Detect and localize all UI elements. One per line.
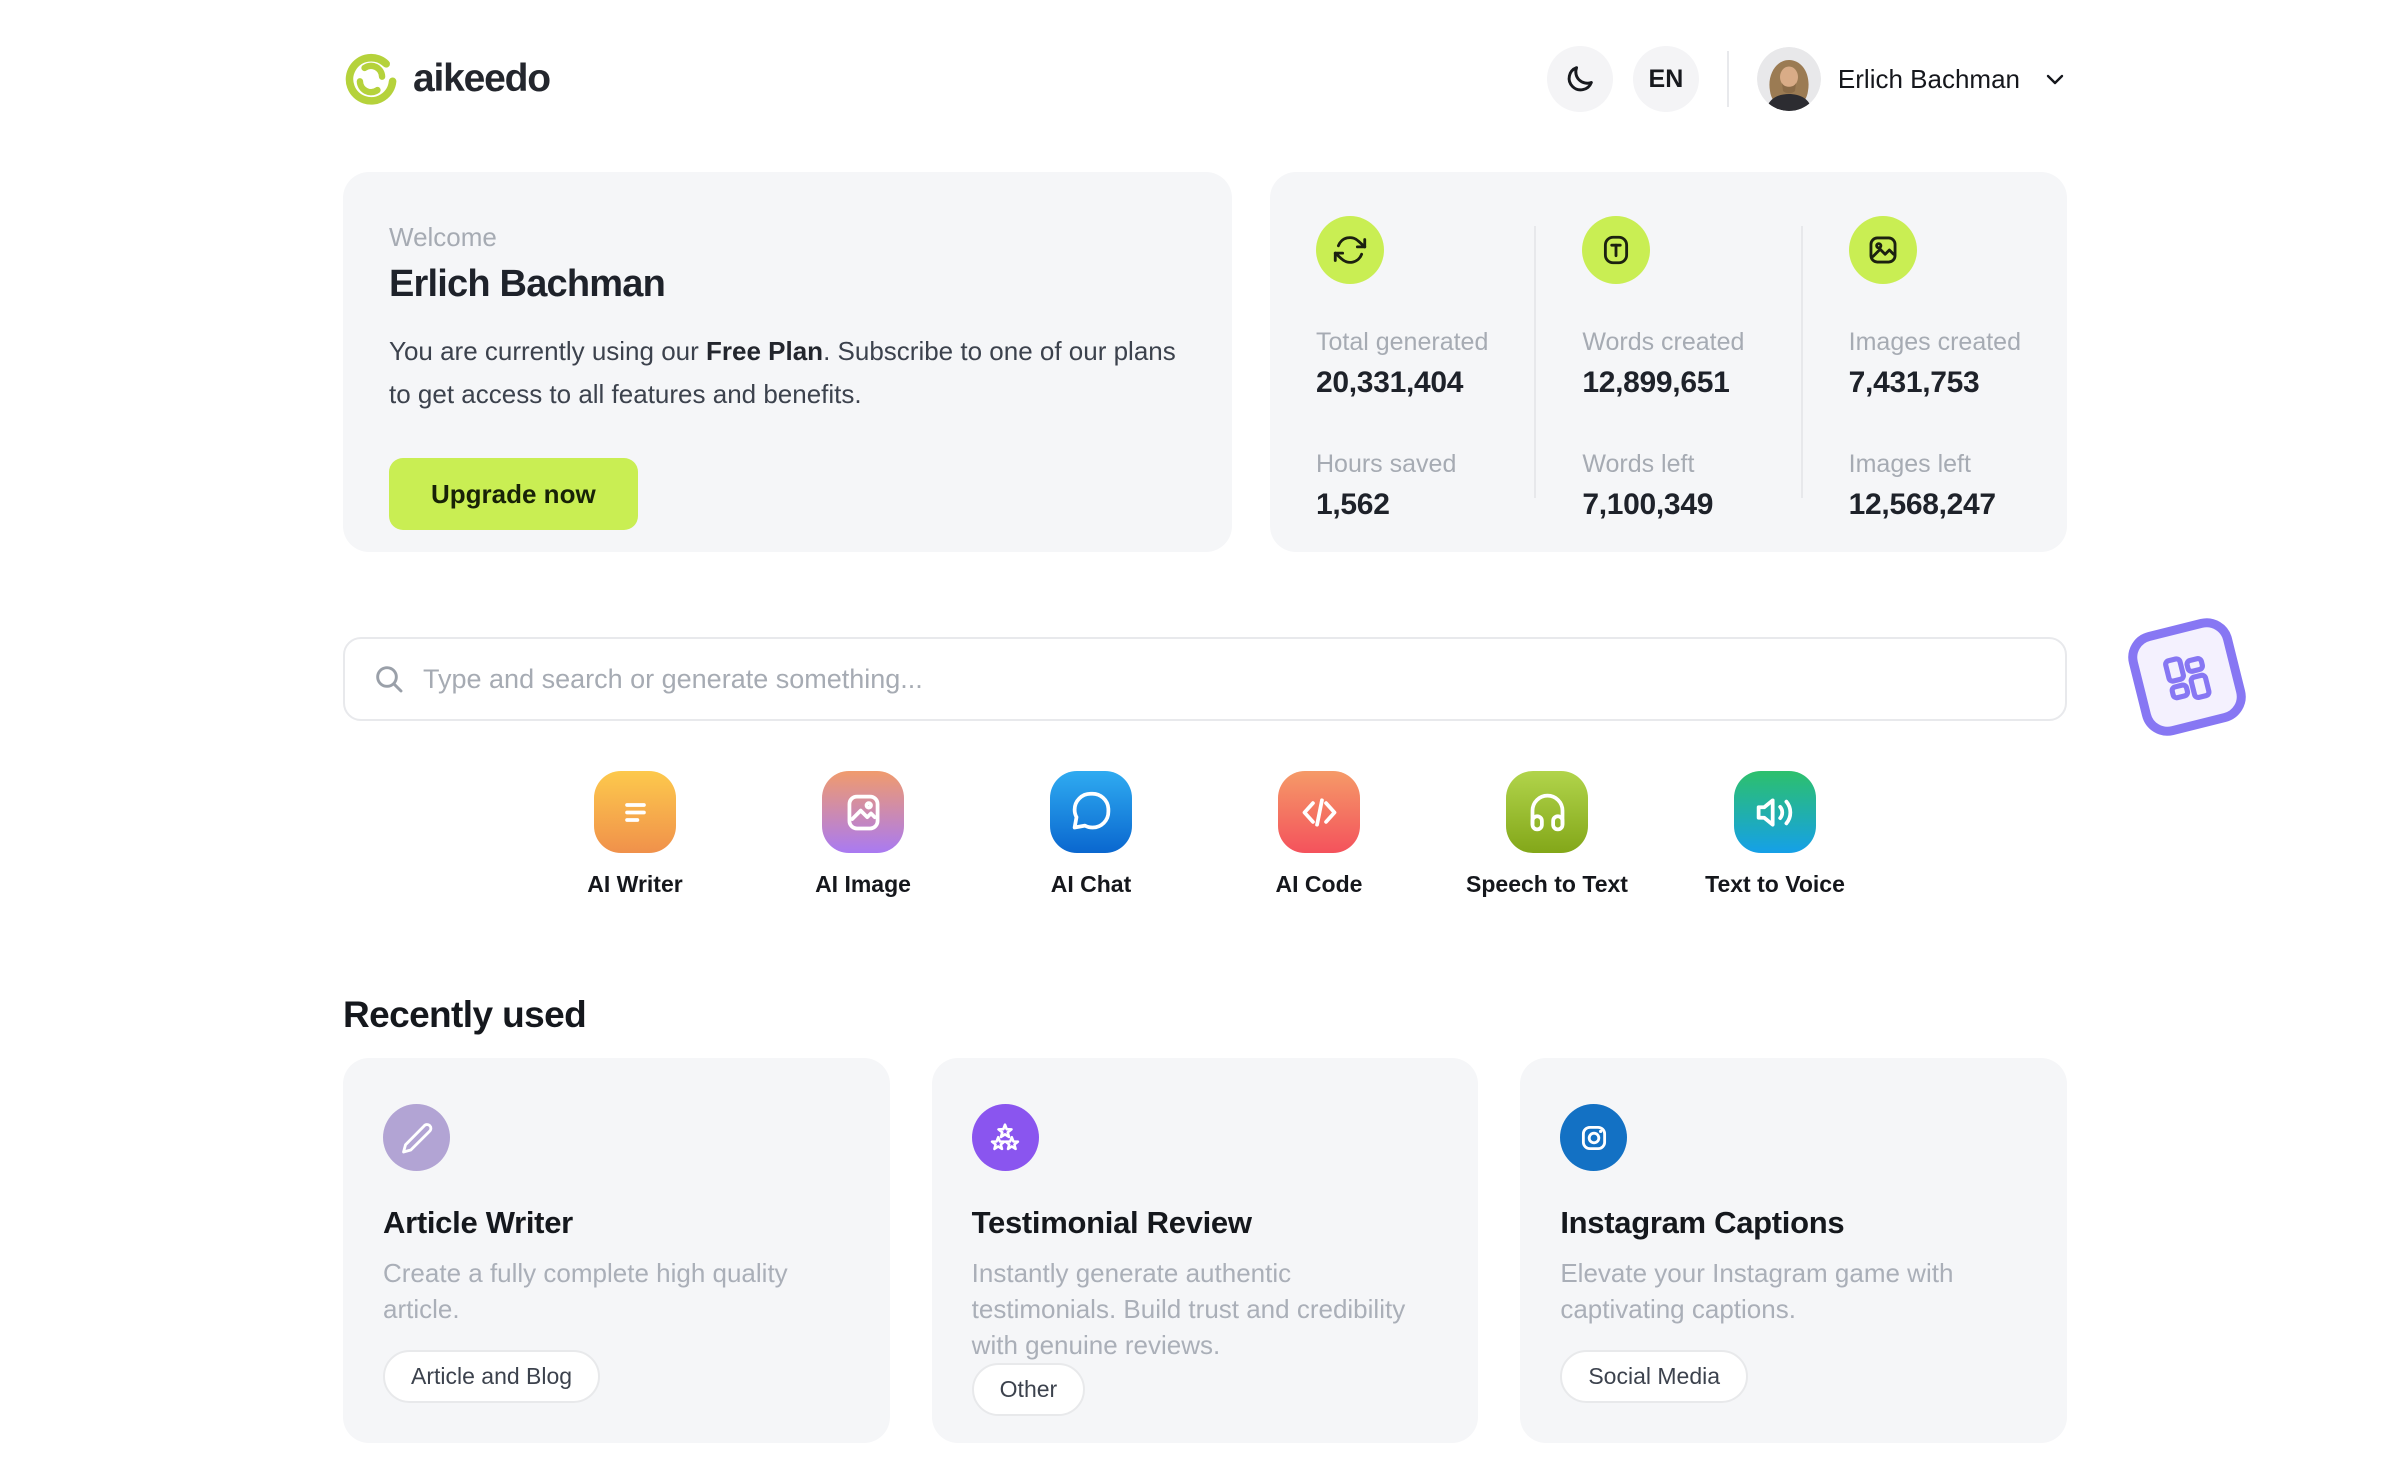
recently-used-title: Recently used bbox=[343, 994, 587, 1035]
stat-value: 7,100,349 bbox=[1582, 488, 1714, 521]
tools-row: AI Writer AI Image AI Chat bbox=[343, 771, 2067, 898]
stat-label: Total generated bbox=[1316, 328, 1489, 356]
avatar-image bbox=[1756, 47, 1821, 111]
tool-label: AI Image bbox=[815, 871, 911, 897]
stat-value: 7,431,753 bbox=[1848, 366, 1980, 399]
moon-icon bbox=[1567, 66, 1593, 92]
stat-column-images: Images created 7,431,753 Images left 12,… bbox=[1803, 216, 2067, 521]
speaker-icon bbox=[1734, 771, 1816, 853]
tool-ai-code[interactable]: AI Code bbox=[1238, 771, 1400, 898]
stat-label: Images left bbox=[1848, 450, 1971, 478]
card-description: Create a fully complete high quality art… bbox=[383, 1258, 788, 1324]
headphones-icon bbox=[1506, 771, 1588, 853]
stars-icon bbox=[971, 1104, 1039, 1171]
stats-divider bbox=[1800, 226, 1803, 498]
tool-label: AI Writer bbox=[587, 871, 683, 897]
chevron-down-icon bbox=[2046, 74, 2064, 85]
recently-used-row: Article Writer Create a fully complete h… bbox=[343, 1058, 2068, 1443]
stat-label: Words left bbox=[1582, 450, 1695, 478]
tool-speech-to-text[interactable]: Speech to Text bbox=[1466, 771, 1628, 898]
stat-label: Words created bbox=[1582, 328, 1745, 356]
text-icon bbox=[1582, 216, 1651, 284]
card-instagram-captions[interactable]: Instagram Captions Elevate your Instagra… bbox=[1520, 1058, 2068, 1443]
avatar bbox=[1756, 47, 1821, 111]
card-title: Article Writer bbox=[383, 1205, 573, 1240]
tool-label: Speech to Text bbox=[1466, 871, 1628, 897]
tool-ai-chat[interactable]: AI Chat bbox=[1010, 771, 1172, 898]
welcome-card: Welcome Erlich Bachman You are currently… bbox=[343, 172, 1232, 552]
card-title: Instagram Captions bbox=[1560, 1205, 1845, 1240]
refresh-icon bbox=[1316, 216, 1384, 284]
card-description: Elevate your Instagram game with captiva… bbox=[1560, 1258, 1954, 1324]
header-actions: EN Erlich Bachman bbox=[1546, 46, 2067, 112]
welcome-label: Welcome bbox=[389, 222, 497, 252]
search-icon bbox=[376, 666, 403, 693]
pencil-icon bbox=[383, 1104, 450, 1171]
stat-value: 20,331,404 bbox=[1316, 366, 1464, 399]
welcome-user-name: Erlich Bachman bbox=[389, 263, 666, 305]
card-category-tag: Social Media bbox=[1560, 1350, 1749, 1403]
image-icon bbox=[1848, 216, 1917, 284]
logo[interactable]: aikeedo bbox=[343, 51, 551, 107]
card-article-writer[interactable]: Article Writer Create a fully complete h… bbox=[343, 1058, 890, 1443]
plan-message: You are currently using our Free Plan. S… bbox=[389, 336, 1176, 409]
stats-divider bbox=[1534, 226, 1537, 498]
theme-toggle-button[interactable] bbox=[1546, 46, 1613, 112]
tool-ai-image[interactable]: AI Image bbox=[782, 771, 944, 898]
stat-value: 12,568,247 bbox=[1848, 488, 1996, 521]
language-label: EN bbox=[1648, 64, 1684, 93]
language-button[interactable]: EN bbox=[1632, 46, 1699, 112]
card-category-tag: Other bbox=[971, 1363, 1086, 1416]
tool-ai-writer[interactable]: AI Writer bbox=[554, 771, 716, 898]
card-category-tag: Article and Blog bbox=[383, 1350, 601, 1403]
writer-icon bbox=[594, 771, 676, 853]
upgrade-button[interactable]: Upgrade now bbox=[389, 458, 638, 530]
plan-name: Free Plan bbox=[706, 336, 824, 366]
code-icon bbox=[1278, 771, 1360, 853]
card-description: Instantly generate authentic testimonial… bbox=[971, 1258, 1406, 1360]
logo-icon bbox=[345, 53, 397, 105]
card-testimonial-review[interactable]: Testimonial Review Instantly generate au… bbox=[931, 1058, 1479, 1443]
dashboard-page: aikeedo EN bbox=[343, 0, 2068, 1443]
tool-label: Text to Voice bbox=[1705, 871, 1845, 897]
brand-name: aikeedo bbox=[413, 57, 551, 100]
user-name: Erlich Bachman bbox=[1837, 63, 2020, 94]
user-menu[interactable]: Erlich Bachman bbox=[1756, 47, 2067, 111]
search-input[interactable] bbox=[423, 663, 2037, 695]
stat-column-generated: Total generated 20,331,404 Hours saved 1… bbox=[1270, 216, 1534, 521]
tool-text-to-voice[interactable]: Text to Voice bbox=[1694, 771, 1856, 898]
tool-label: AI Code bbox=[1275, 871, 1363, 897]
search-bar bbox=[343, 637, 2067, 721]
chat-icon bbox=[1050, 771, 1132, 853]
stat-label: Images created bbox=[1848, 328, 2021, 356]
floating-widget-button[interactable] bbox=[2122, 612, 2252, 742]
instagram-icon bbox=[1560, 1104, 1628, 1171]
stat-value: 12,899,651 bbox=[1582, 366, 1730, 399]
grid-icon bbox=[2163, 656, 2212, 701]
usage-stats-card: Total generated 20,331,404 Hours saved 1… bbox=[1270, 172, 2067, 552]
stat-value: 1,562 bbox=[1316, 488, 1390, 521]
header-divider bbox=[1726, 51, 1729, 107]
card-title: Testimonial Review bbox=[971, 1205, 1252, 1240]
tool-label: AI Chat bbox=[1050, 871, 1132, 897]
image-icon bbox=[822, 771, 904, 853]
overview-row: Welcome Erlich Bachman You are currently… bbox=[343, 172, 2067, 552]
stat-column-words: Words created 12,899,651 Words left 7,10… bbox=[1536, 216, 1800, 521]
stat-label: Hours saved bbox=[1316, 450, 1457, 478]
header: aikeedo EN bbox=[343, 46, 2067, 112]
